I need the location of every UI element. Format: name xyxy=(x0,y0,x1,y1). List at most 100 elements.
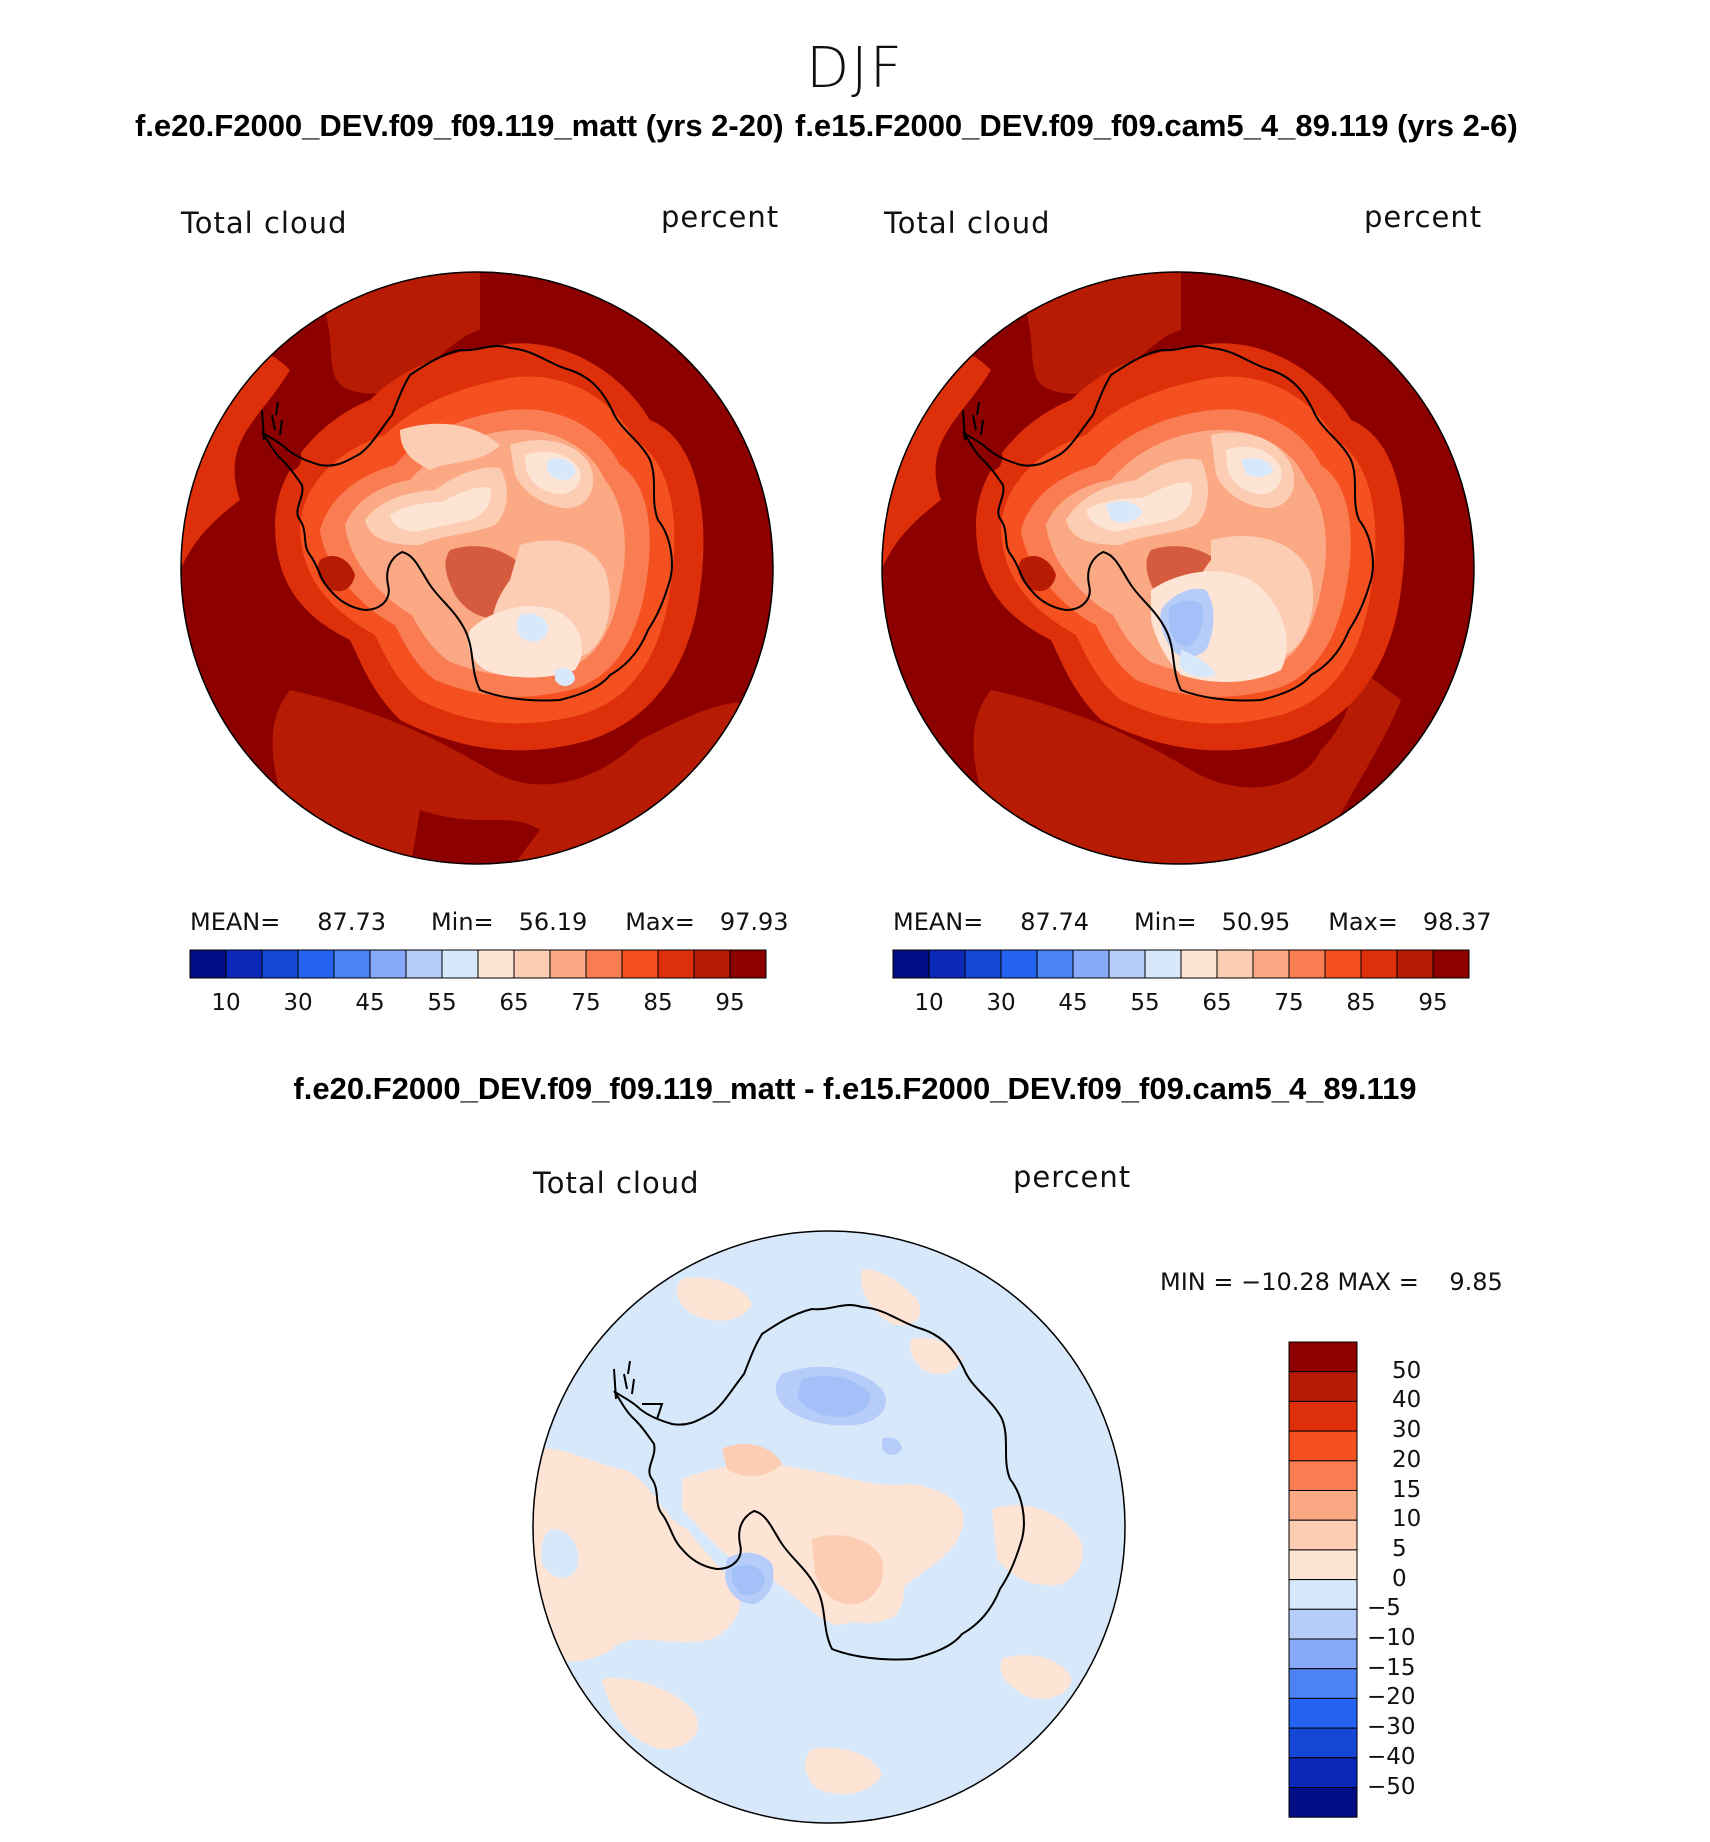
colorbar-swatch xyxy=(964,949,1002,979)
panel-1-title: f.e20.F2000_DEV.f09_f09.119_matt (yrs 2-… xyxy=(135,108,784,143)
max-value: 97.93 xyxy=(719,908,789,936)
colorbar-swatch xyxy=(1000,949,1038,979)
panel-2-units-label: percent xyxy=(1364,200,1483,234)
panel-1-colorbar xyxy=(189,949,767,979)
panel-1-map xyxy=(180,271,774,865)
colorbar-tick-label: 45 xyxy=(1058,990,1088,1016)
colorbar-tick-label: 65 xyxy=(499,990,529,1016)
colorbar-tick-label: 10 xyxy=(914,990,944,1016)
colorbar-swatch xyxy=(1288,1787,1358,1818)
colorbar-swatch xyxy=(1288,1371,1358,1402)
panel-2-colorbar xyxy=(892,949,1470,979)
colorbar-tick-label: 55 xyxy=(1130,990,1160,1016)
colorbar-tick-label: 45 xyxy=(355,990,385,1016)
colorbar-swatch xyxy=(1288,949,1326,979)
colorbar-swatch xyxy=(1108,949,1146,979)
colorbar-tick-label: 30 xyxy=(986,990,1016,1016)
colorbar-swatch xyxy=(892,949,930,979)
mean-label: MEAN= xyxy=(893,908,984,936)
colorbar-tick-label: 75 xyxy=(571,990,601,1016)
colorbar-swatch xyxy=(225,949,263,979)
colorbar-swatch xyxy=(1288,1519,1358,1551)
colorbar-tick-label: 10 xyxy=(1392,1506,1422,1533)
colorbar-tick-label: 65 xyxy=(1202,990,1232,1016)
colorbar-swatch xyxy=(1288,1579,1358,1610)
colorbar-swatch xyxy=(1180,949,1218,979)
diff-title: f.e20.F2000_DEV.f09_f09.119_matt - f.e15… xyxy=(293,1071,1417,1106)
colorbar-swatch xyxy=(928,949,966,979)
colorbar-swatch xyxy=(1324,949,1362,979)
colorbar-swatch xyxy=(1288,1727,1358,1759)
colorbar-tick-label: 20 xyxy=(1392,1446,1422,1473)
mean-label: MEAN= xyxy=(190,908,281,936)
colorbar-swatch xyxy=(1396,949,1434,979)
colorbar-swatch xyxy=(1144,949,1182,979)
colorbar-swatch xyxy=(1252,949,1290,979)
max-label: Max= xyxy=(1328,908,1398,936)
colorbar-swatch xyxy=(1288,1341,1358,1373)
colorbar-swatch xyxy=(1288,1460,1358,1492)
colorbar-swatch xyxy=(189,949,227,979)
colorbar-tick-label: 50 xyxy=(1392,1357,1422,1384)
colorbar-swatch xyxy=(1288,1638,1358,1670)
mean-value: 87.74 xyxy=(1020,908,1089,936)
colorbar-tick-label: −40 xyxy=(1367,1743,1416,1770)
colorbar-swatch xyxy=(513,949,551,979)
colorbar-tick-label: −50 xyxy=(1367,1773,1416,1800)
diff-minmax: MIN = −10.28 MAX = 9.85 xyxy=(1160,1268,1503,1296)
max-label: Max= xyxy=(625,908,695,936)
mean-value: 87.73 xyxy=(317,908,386,936)
colorbar-swatch xyxy=(261,949,299,979)
colorbar-tick-label: 0 xyxy=(1392,1565,1407,1592)
colorbar-swatch xyxy=(441,949,479,979)
min-label: Min= xyxy=(430,908,494,936)
colorbar-swatch xyxy=(1036,949,1074,979)
colorbar-swatch xyxy=(405,949,443,979)
colorbar-tick-label: 55 xyxy=(427,990,457,1016)
colorbar-swatch xyxy=(1288,1400,1358,1432)
min-value: 56.19 xyxy=(518,908,588,936)
colorbar-tick-label: 30 xyxy=(283,990,313,1016)
panel-1-variable-label: Total cloud xyxy=(181,206,348,240)
panel-2-title: f.e15.F2000_DEV.f09_f09.cam5_4_89.119 (y… xyxy=(795,108,1518,143)
colorbar-tick-label: 95 xyxy=(1418,990,1448,1016)
colorbar-swatch xyxy=(1432,949,1470,979)
colorbar-swatch xyxy=(549,949,587,979)
panel-2-stats: MEAN= 87.74 Min= 50.95 Max= 98.37 xyxy=(893,908,1492,936)
colorbar-tick-label: 30 xyxy=(1392,1417,1422,1444)
colorbar-swatch xyxy=(1288,1549,1358,1581)
colorbar-tick-label: −15 xyxy=(1367,1654,1416,1681)
colorbar-swatch xyxy=(1288,1697,1358,1729)
colorbar-tick-label: 95 xyxy=(715,990,745,1016)
panel-1-units-label: percent xyxy=(661,200,780,234)
diff-map xyxy=(532,1230,1126,1824)
colorbar-swatch xyxy=(369,949,407,979)
colorbar-swatch xyxy=(1288,1668,1358,1699)
panel-1-stats: MEAN= 87.73 Min= 56.19 Max= 97.93 xyxy=(190,908,789,936)
colorbar-tick-label: −10 xyxy=(1367,1625,1416,1651)
colorbar-swatch xyxy=(693,949,731,979)
colorbar-swatch xyxy=(585,949,623,979)
colorbar-tick-label: 40 xyxy=(1392,1387,1422,1414)
colorbar-tick-label: 5 xyxy=(1392,1535,1407,1562)
colorbar-tick-label: 75 xyxy=(1274,990,1304,1016)
colorbar-swatch xyxy=(333,949,371,979)
colorbar-swatch xyxy=(1288,1608,1358,1640)
panel-2-map xyxy=(881,271,1475,865)
colorbar-swatch xyxy=(729,949,767,979)
min-value: 50.95 xyxy=(1221,908,1291,936)
colorbar-swatch xyxy=(657,949,695,979)
diff-colorbar xyxy=(1288,1341,1358,1818)
colorbar-tick-label: −5 xyxy=(1367,1595,1401,1622)
colorbar-swatch xyxy=(1288,1757,1358,1788)
min-label: Min= xyxy=(1133,908,1197,936)
colorbar-swatch xyxy=(1360,949,1398,979)
max-value: 98.37 xyxy=(1422,908,1492,936)
diff-units-label: percent xyxy=(1013,1160,1132,1194)
panel-2-variable-label: Total cloud xyxy=(884,206,1051,240)
colorbar-swatch xyxy=(297,949,335,979)
colorbar-swatch xyxy=(1288,1430,1358,1462)
diff-variable-label: Total cloud xyxy=(533,1166,700,1200)
colorbar-tick-label: 85 xyxy=(1346,990,1376,1016)
colorbar-swatch xyxy=(1288,1490,1358,1521)
